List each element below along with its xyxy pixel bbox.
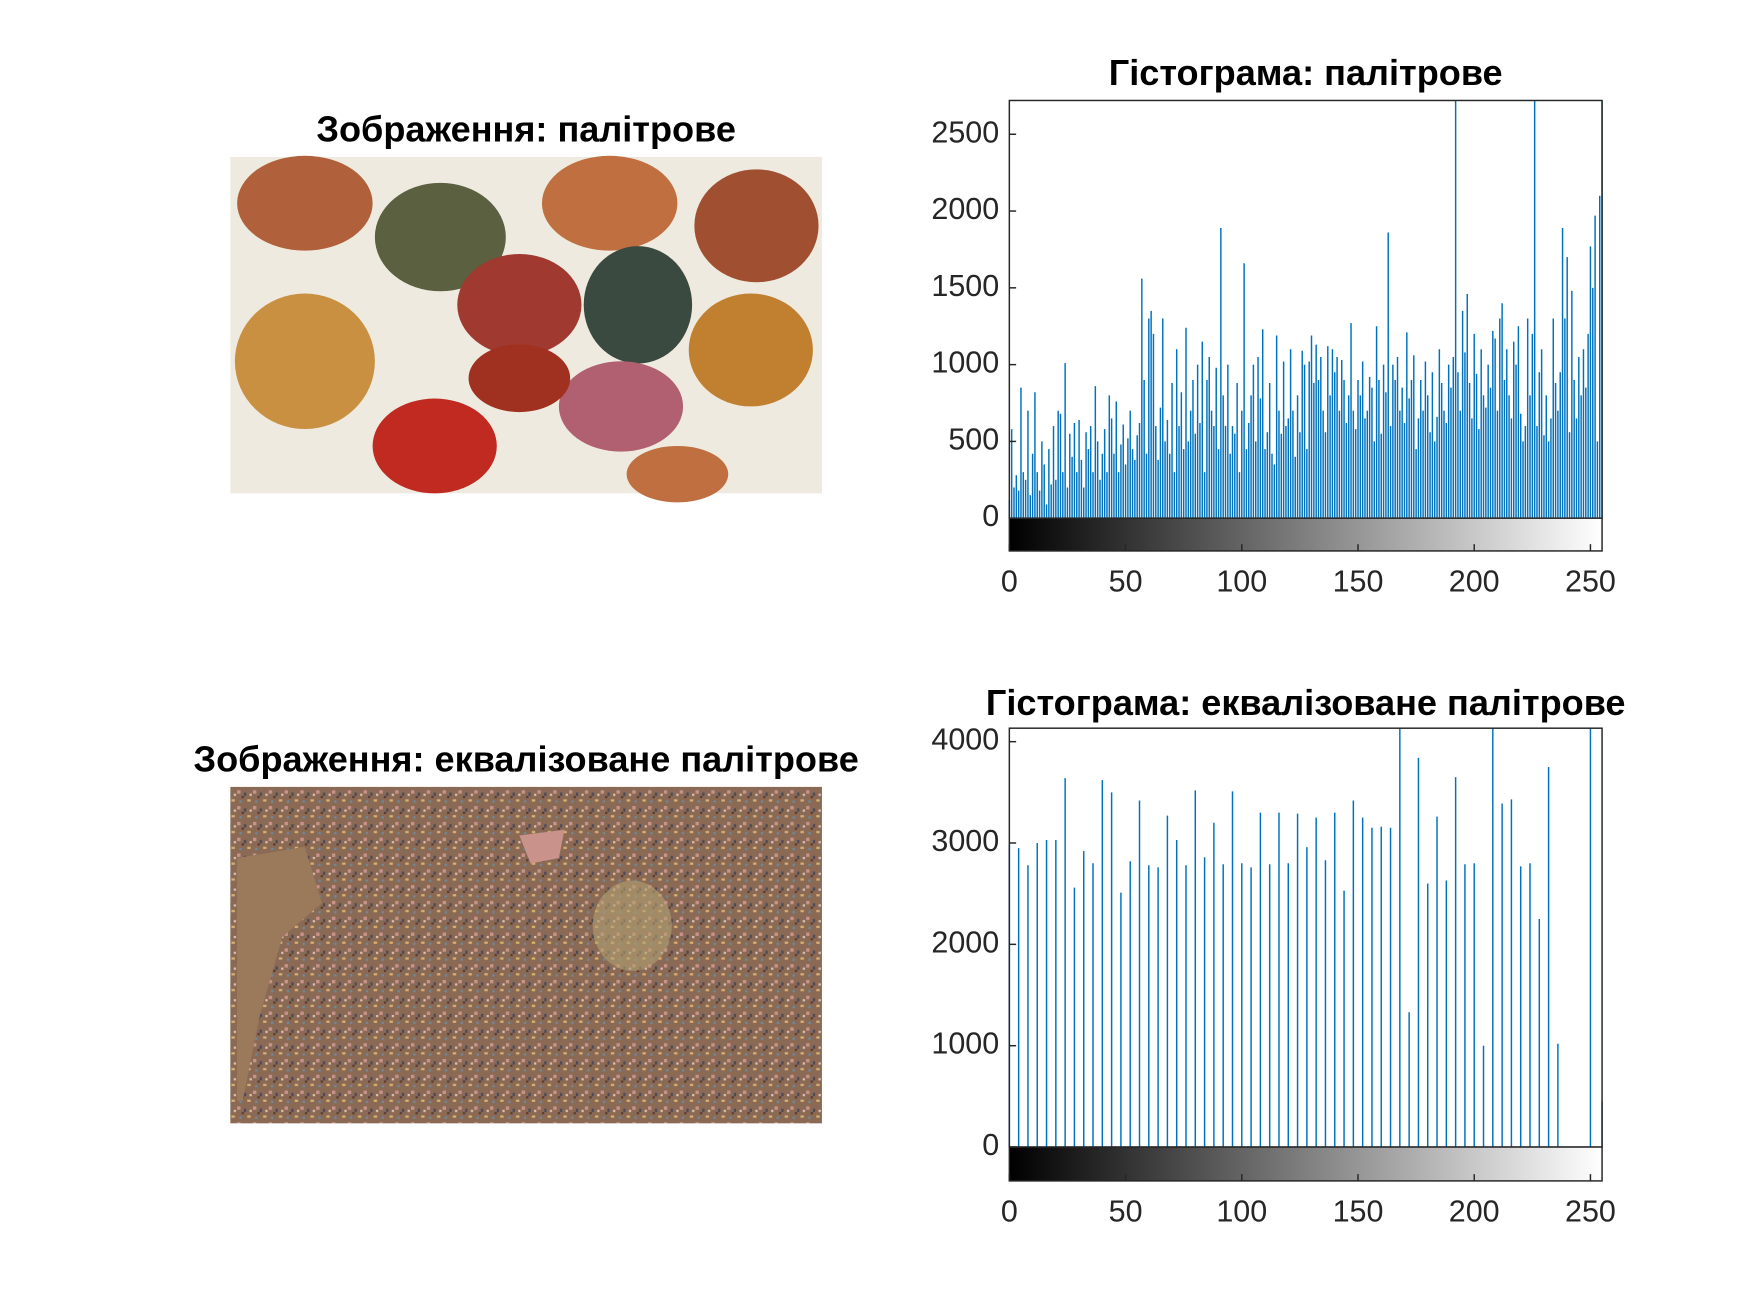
y-tick-label: 0 bbox=[982, 1128, 999, 1162]
y-tick-label: 500 bbox=[948, 422, 999, 456]
y-tick-label: 2500 bbox=[931, 115, 999, 149]
image-title: Зображення: палітрове bbox=[316, 109, 736, 150]
image-palette bbox=[230, 155, 822, 503]
x-tick-label: 200 bbox=[1449, 565, 1500, 599]
x-tick-label: 0 bbox=[1001, 1195, 1018, 1229]
x-tick-label: 50 bbox=[1109, 1195, 1143, 1229]
x-tick-label: 150 bbox=[1333, 1195, 1384, 1229]
y-tick-label: 1500 bbox=[931, 269, 999, 303]
x-tick-label: 150 bbox=[1333, 565, 1384, 599]
y-tick-label: 2000 bbox=[931, 925, 999, 959]
y-tick-label: 1000 bbox=[931, 1027, 999, 1061]
chart-title: Гістограма: еквалізоване палітрове bbox=[986, 682, 1626, 723]
x-tick-label: 250 bbox=[1565, 565, 1616, 599]
plot-area bbox=[1009, 728, 1603, 1148]
colorbar bbox=[1008, 1146, 1603, 1182]
y-tick-label: 3000 bbox=[931, 824, 999, 858]
chart-title: Гістограма: палітрове bbox=[1109, 52, 1503, 93]
y-tick-label: 0 bbox=[982, 499, 999, 533]
x-tick-label: 100 bbox=[1216, 1195, 1267, 1229]
y-tick-label: 2000 bbox=[931, 192, 999, 226]
x-tick-label: 100 bbox=[1216, 565, 1267, 599]
x-tick-label: 250 bbox=[1565, 1195, 1616, 1229]
colorbar bbox=[1008, 517, 1603, 552]
x-tick-label: 200 bbox=[1449, 1195, 1500, 1229]
y-tick-label: 4000 bbox=[931, 723, 999, 757]
plot-area bbox=[1009, 100, 1603, 519]
y-tick-label: 1000 bbox=[931, 346, 999, 380]
image-title: Зображення: еквалізоване палітрове bbox=[193, 739, 858, 780]
image-equalized bbox=[230, 786, 822, 1124]
x-tick-label: 0 bbox=[1001, 565, 1018, 599]
x-tick-label: 50 bbox=[1109, 565, 1143, 599]
